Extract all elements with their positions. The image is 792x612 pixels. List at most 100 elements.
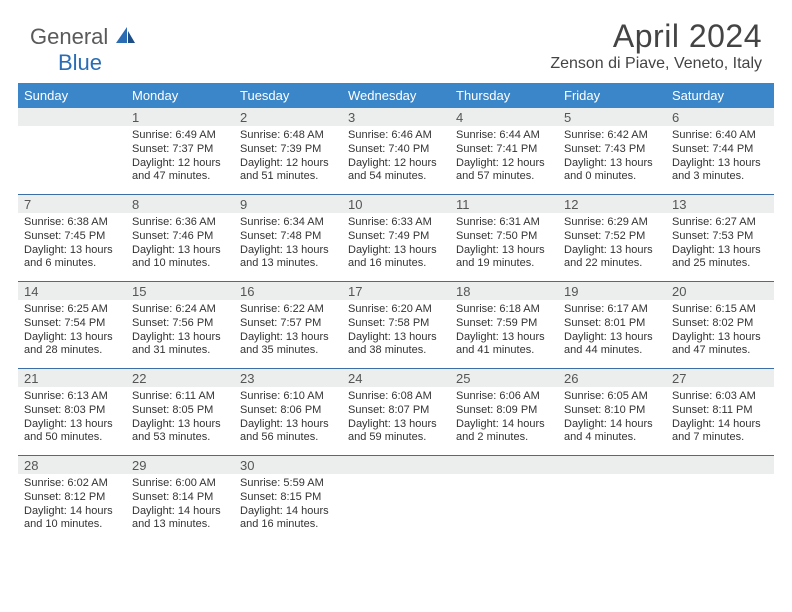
day-details: Sunrise: 6:44 AMSunset: 7:41 PMDaylight:… — [450, 126, 558, 188]
day-cell — [450, 456, 558, 542]
day-cell: 11Sunrise: 6:31 AMSunset: 7:50 PMDayligh… — [450, 195, 558, 281]
day-cell: 17Sunrise: 6:20 AMSunset: 7:58 PMDayligh… — [342, 282, 450, 368]
day-cell — [666, 456, 774, 542]
day-cell: 12Sunrise: 6:29 AMSunset: 7:52 PMDayligh… — [558, 195, 666, 281]
weekday-label: Monday — [126, 83, 234, 108]
day-number: 24 — [342, 369, 450, 387]
day-number — [450, 456, 558, 474]
day-number: 17 — [342, 282, 450, 300]
logo-text-general: General — [30, 24, 108, 49]
title-block: April 2024 Zenson di Piave, Veneto, Ital… — [30, 18, 762, 73]
weekday-header: SundayMondayTuesdayWednesdayThursdayFrid… — [18, 83, 774, 108]
day-cell: 2Sunrise: 6:48 AMSunset: 7:39 PMDaylight… — [234, 108, 342, 194]
day-cell: 28Sunrise: 6:02 AMSunset: 8:12 PMDayligh… — [18, 456, 126, 542]
day-number: 10 — [342, 195, 450, 213]
day-number: 14 — [18, 282, 126, 300]
day-number: 20 — [666, 282, 774, 300]
weekday-label: Saturday — [666, 83, 774, 108]
day-details: Sunrise: 6:49 AMSunset: 7:37 PMDaylight:… — [126, 126, 234, 188]
day-details: Sunrise: 6:11 AMSunset: 8:05 PMDaylight:… — [126, 387, 234, 449]
day-number: 18 — [450, 282, 558, 300]
day-number: 8 — [126, 195, 234, 213]
day-number: 16 — [234, 282, 342, 300]
day-number — [666, 456, 774, 474]
day-details: Sunrise: 6:25 AMSunset: 7:54 PMDaylight:… — [18, 300, 126, 362]
day-number: 15 — [126, 282, 234, 300]
weekday-label: Sunday — [18, 83, 126, 108]
week-row: 7Sunrise: 6:38 AMSunset: 7:45 PMDaylight… — [18, 194, 774, 281]
day-cell: 13Sunrise: 6:27 AMSunset: 7:53 PMDayligh… — [666, 195, 774, 281]
day-number: 7 — [18, 195, 126, 213]
day-cell: 5Sunrise: 6:42 AMSunset: 7:43 PMDaylight… — [558, 108, 666, 194]
calendar: SundayMondayTuesdayWednesdayThursdayFrid… — [18, 83, 774, 542]
day-details: Sunrise: 6:34 AMSunset: 7:48 PMDaylight:… — [234, 213, 342, 275]
header: General Blue April 2024 Zenson di Piave,… — [0, 0, 792, 77]
day-number: 29 — [126, 456, 234, 474]
day-number: 28 — [18, 456, 126, 474]
day-details: Sunrise: 6:48 AMSunset: 7:39 PMDaylight:… — [234, 126, 342, 188]
day-number: 4 — [450, 108, 558, 126]
day-number: 11 — [450, 195, 558, 213]
day-cell — [18, 108, 126, 194]
day-cell: 9Sunrise: 6:34 AMSunset: 7:48 PMDaylight… — [234, 195, 342, 281]
day-number: 3 — [342, 108, 450, 126]
week-row: 14Sunrise: 6:25 AMSunset: 7:54 PMDayligh… — [18, 281, 774, 368]
day-details: Sunrise: 6:33 AMSunset: 7:49 PMDaylight:… — [342, 213, 450, 275]
day-cell: 15Sunrise: 6:24 AMSunset: 7:56 PMDayligh… — [126, 282, 234, 368]
day-details: Sunrise: 6:38 AMSunset: 7:45 PMDaylight:… — [18, 213, 126, 275]
week-row: 1Sunrise: 6:49 AMSunset: 7:37 PMDaylight… — [18, 108, 774, 194]
day-details: Sunrise: 6:08 AMSunset: 8:07 PMDaylight:… — [342, 387, 450, 449]
day-details: Sunrise: 6:42 AMSunset: 7:43 PMDaylight:… — [558, 126, 666, 188]
weekday-label: Friday — [558, 83, 666, 108]
day-details: Sunrise: 6:40 AMSunset: 7:44 PMDaylight:… — [666, 126, 774, 188]
day-details: Sunrise: 6:31 AMSunset: 7:50 PMDaylight:… — [450, 213, 558, 275]
logo-text-blue: Blue — [58, 50, 102, 75]
day-details: Sunrise: 6:13 AMSunset: 8:03 PMDaylight:… — [18, 387, 126, 449]
day-cell — [342, 456, 450, 542]
day-cell: 1Sunrise: 6:49 AMSunset: 7:37 PMDaylight… — [126, 108, 234, 194]
weekday-label: Wednesday — [342, 83, 450, 108]
day-cell: 30Sunrise: 5:59 AMSunset: 8:15 PMDayligh… — [234, 456, 342, 542]
day-details: Sunrise: 6:03 AMSunset: 8:11 PMDaylight:… — [666, 387, 774, 449]
week-row: 28Sunrise: 6:02 AMSunset: 8:12 PMDayligh… — [18, 455, 774, 542]
logo: General Blue — [30, 24, 137, 76]
day-cell: 24Sunrise: 6:08 AMSunset: 8:07 PMDayligh… — [342, 369, 450, 455]
day-cell: 19Sunrise: 6:17 AMSunset: 8:01 PMDayligh… — [558, 282, 666, 368]
day-number: 30 — [234, 456, 342, 474]
day-number: 5 — [558, 108, 666, 126]
day-cell: 8Sunrise: 6:36 AMSunset: 7:46 PMDaylight… — [126, 195, 234, 281]
day-details: Sunrise: 6:22 AMSunset: 7:57 PMDaylight:… — [234, 300, 342, 362]
day-details: Sunrise: 6:05 AMSunset: 8:10 PMDaylight:… — [558, 387, 666, 449]
day-cell: 23Sunrise: 6:10 AMSunset: 8:06 PMDayligh… — [234, 369, 342, 455]
day-cell: 27Sunrise: 6:03 AMSunset: 8:11 PMDayligh… — [666, 369, 774, 455]
day-number: 26 — [558, 369, 666, 387]
day-number — [342, 456, 450, 474]
day-cell: 3Sunrise: 6:46 AMSunset: 7:40 PMDaylight… — [342, 108, 450, 194]
day-details: Sunrise: 6:00 AMSunset: 8:14 PMDaylight:… — [126, 474, 234, 536]
day-number: 21 — [18, 369, 126, 387]
day-number: 12 — [558, 195, 666, 213]
day-cell: 14Sunrise: 6:25 AMSunset: 7:54 PMDayligh… — [18, 282, 126, 368]
day-cell: 10Sunrise: 6:33 AMSunset: 7:49 PMDayligh… — [342, 195, 450, 281]
day-number: 22 — [126, 369, 234, 387]
day-details: Sunrise: 6:36 AMSunset: 7:46 PMDaylight:… — [126, 213, 234, 275]
day-cell — [558, 456, 666, 542]
month-title: April 2024 — [30, 18, 762, 55]
day-details: Sunrise: 6:17 AMSunset: 8:01 PMDaylight:… — [558, 300, 666, 362]
day-cell: 22Sunrise: 6:11 AMSunset: 8:05 PMDayligh… — [126, 369, 234, 455]
day-number: 6 — [666, 108, 774, 126]
location: Zenson di Piave, Veneto, Italy — [30, 55, 762, 73]
day-number: 9 — [234, 195, 342, 213]
day-cell: 21Sunrise: 6:13 AMSunset: 8:03 PMDayligh… — [18, 369, 126, 455]
day-number: 23 — [234, 369, 342, 387]
day-details: Sunrise: 6:06 AMSunset: 8:09 PMDaylight:… — [450, 387, 558, 449]
day-cell: 25Sunrise: 6:06 AMSunset: 8:09 PMDayligh… — [450, 369, 558, 455]
day-details: Sunrise: 6:10 AMSunset: 8:06 PMDaylight:… — [234, 387, 342, 449]
day-cell: 6Sunrise: 6:40 AMSunset: 7:44 PMDaylight… — [666, 108, 774, 194]
day-cell: 7Sunrise: 6:38 AMSunset: 7:45 PMDaylight… — [18, 195, 126, 281]
day-cell: 4Sunrise: 6:44 AMSunset: 7:41 PMDaylight… — [450, 108, 558, 194]
weekday-label: Thursday — [450, 83, 558, 108]
day-details: Sunrise: 6:27 AMSunset: 7:53 PMDaylight:… — [666, 213, 774, 275]
day-number — [18, 108, 126, 126]
day-cell: 20Sunrise: 6:15 AMSunset: 8:02 PMDayligh… — [666, 282, 774, 368]
